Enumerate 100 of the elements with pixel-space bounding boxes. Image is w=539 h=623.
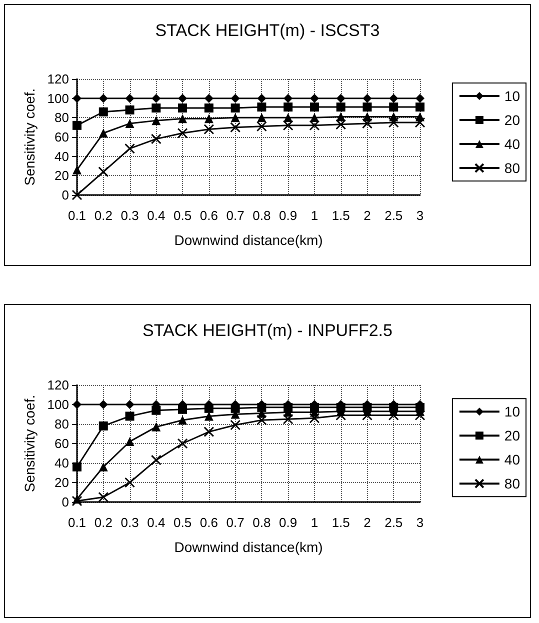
point xyxy=(230,104,240,112)
y-tick-label: 60 xyxy=(54,436,69,451)
x-tick-label: 0.8 xyxy=(252,208,271,223)
y-tick-label: 40 xyxy=(54,148,69,164)
y-axis-title: Sensitivity coef. xyxy=(21,88,38,186)
chart-title: STACK HEIGHT(m) - ISCST3 xyxy=(155,21,380,40)
point xyxy=(282,414,294,424)
point xyxy=(98,421,108,430)
point xyxy=(389,102,398,112)
point xyxy=(257,113,266,122)
y-tick-label: 120 xyxy=(47,72,69,86)
x-tick-label: 3 xyxy=(416,515,424,530)
x-tick-label: 0.1 xyxy=(68,515,86,530)
point xyxy=(177,128,188,138)
point xyxy=(310,113,319,122)
point xyxy=(284,102,293,112)
point xyxy=(230,122,241,133)
point xyxy=(177,438,188,449)
legend-label: 10 xyxy=(504,404,520,420)
x-tick-label: 0.1 xyxy=(68,208,86,223)
point xyxy=(98,94,108,103)
point xyxy=(230,94,240,103)
point xyxy=(152,104,161,112)
point xyxy=(204,426,214,438)
y-tick-label: 100 xyxy=(47,397,69,412)
point xyxy=(125,105,134,114)
point xyxy=(98,107,108,116)
point xyxy=(257,402,266,412)
point xyxy=(362,94,372,103)
y-tick-label: 0 xyxy=(62,188,69,202)
point xyxy=(72,190,82,200)
x-tick-label: 2.5 xyxy=(384,208,403,223)
x-tick-label: 1.5 xyxy=(332,515,350,530)
x-tick-label: 0.3 xyxy=(120,208,139,223)
y-tick-label: 0 xyxy=(62,494,69,510)
point xyxy=(204,114,214,124)
point xyxy=(178,416,188,425)
point xyxy=(178,94,188,103)
point xyxy=(282,120,294,131)
point xyxy=(414,410,426,420)
point xyxy=(150,454,162,466)
x-tick-label: 0.7 xyxy=(226,515,244,530)
legend-label: 40 xyxy=(504,452,520,468)
point xyxy=(178,104,188,112)
point xyxy=(389,94,398,103)
point xyxy=(416,102,424,112)
point xyxy=(414,117,426,128)
x-tick-label: 2 xyxy=(364,208,371,223)
x-tick-label: 0.5 xyxy=(174,208,192,223)
point xyxy=(98,462,108,472)
point xyxy=(309,412,320,424)
x-tick-label: 0.9 xyxy=(279,208,298,223)
legend-label: 40 xyxy=(504,136,520,152)
point xyxy=(98,492,109,502)
point xyxy=(98,128,108,138)
x-tick-label: 3 xyxy=(416,208,424,223)
y-tick-label: 120 xyxy=(47,378,69,392)
x-tick-label: 2 xyxy=(364,515,371,530)
point xyxy=(230,420,241,430)
point xyxy=(388,117,399,128)
point xyxy=(72,120,82,130)
point xyxy=(178,404,188,414)
y-tick-label: 80 xyxy=(54,416,69,432)
point xyxy=(230,404,240,413)
point xyxy=(178,114,188,124)
x-tick-label: 0.6 xyxy=(200,208,218,223)
x-axis-title: Downwind distance(km) xyxy=(174,232,323,248)
point xyxy=(257,102,266,112)
x-tick-label: 0.6 xyxy=(200,515,218,530)
point xyxy=(362,410,372,420)
point xyxy=(256,414,267,426)
y-tick-label: 100 xyxy=(47,90,69,106)
point xyxy=(124,477,136,488)
point xyxy=(362,102,372,112)
point xyxy=(257,94,266,103)
y-axis-title: Sensitivity coef. xyxy=(21,394,38,492)
x-axis-title: Downwind distance(km) xyxy=(174,539,323,555)
point xyxy=(204,124,214,135)
point xyxy=(230,113,240,122)
x-tick-label: 1.5 xyxy=(332,208,350,223)
x-tick-label: 1 xyxy=(310,208,318,223)
legend-label: 10 xyxy=(504,88,520,104)
point xyxy=(416,94,424,103)
point xyxy=(336,119,346,130)
x-tick-label: 0.4 xyxy=(147,208,166,223)
point xyxy=(125,437,134,446)
point xyxy=(284,94,293,103)
y-tick-label: 60 xyxy=(54,130,69,144)
point xyxy=(125,412,134,421)
point xyxy=(256,121,267,132)
point xyxy=(125,400,134,409)
point xyxy=(98,400,108,409)
point xyxy=(152,94,161,103)
x-tick-label: 0.3 xyxy=(120,515,139,530)
point xyxy=(124,143,136,154)
x-tick-label: 0.2 xyxy=(94,208,112,223)
point xyxy=(336,102,346,112)
point xyxy=(125,118,134,128)
point xyxy=(152,116,161,126)
legend-label: 80 xyxy=(504,160,520,176)
